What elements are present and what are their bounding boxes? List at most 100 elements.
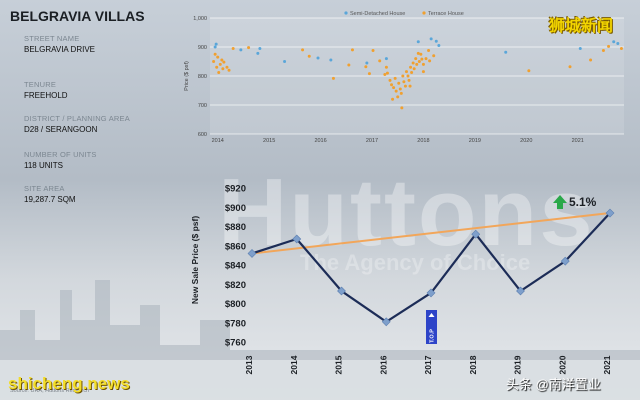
y-tick-label: 1,000 xyxy=(193,16,207,22)
x-tick-label: 2020 xyxy=(557,355,567,374)
scatter-point xyxy=(227,68,231,72)
scatter-point xyxy=(504,50,508,54)
scatter-point xyxy=(427,48,431,52)
scatter-point xyxy=(417,60,421,63)
scatter-point xyxy=(437,44,441,48)
brand-logo-cn: 狮城新闻 xyxy=(549,18,614,35)
scatter-point xyxy=(406,74,410,78)
x-tick-label: 2016 xyxy=(314,138,326,144)
detail-value: FREEHOLD xyxy=(24,91,68,100)
y-tick-label: 800 xyxy=(198,74,207,80)
detail-item: STREET NAME BELGRAVIA DRIVE xyxy=(24,34,95,54)
scatter-point xyxy=(221,67,225,71)
y-tick-label: $900 xyxy=(225,203,246,214)
scatter-point xyxy=(408,84,412,88)
scatter-point xyxy=(398,87,402,91)
scatter-point xyxy=(400,106,404,110)
x-tick-label: 2018 xyxy=(417,138,429,144)
trend-line xyxy=(251,212,611,255)
y-tick-label: 900 xyxy=(198,45,207,51)
scatter-point xyxy=(429,37,433,41)
scatter-point xyxy=(428,59,432,63)
y-tick-label: 600 xyxy=(198,132,207,138)
scatter-point xyxy=(415,62,419,66)
source-note: Source: URA, Huttons Research xyxy=(10,388,90,394)
scatter-point xyxy=(367,72,371,76)
scatter-point xyxy=(407,78,411,82)
scatter-point xyxy=(403,84,407,88)
scatter-point xyxy=(390,83,394,87)
scatter-point xyxy=(404,70,408,74)
scatter-point xyxy=(212,60,216,63)
scatter-point xyxy=(601,48,605,52)
scatter-point xyxy=(432,54,436,58)
brand-watermark-site: shicheng.news xyxy=(8,374,130,393)
scatter-point xyxy=(391,97,395,101)
y-tick-label: $880 xyxy=(225,222,246,233)
scatter-point xyxy=(397,81,401,85)
detail-value: BELGRAVIA DRIVE xyxy=(24,45,95,54)
x-tick-label: 2013 xyxy=(244,355,254,374)
scatter-point xyxy=(316,56,320,60)
top-arrow-icon xyxy=(428,313,435,317)
legend-label: Terrace House xyxy=(428,11,464,17)
scatter-point xyxy=(215,65,219,69)
scatter-point xyxy=(568,65,572,69)
y-tick-label: $920 xyxy=(225,184,246,195)
y-axis-label: Price ($ psf) xyxy=(184,61,190,91)
x-tick-label: 2017 xyxy=(423,355,433,374)
scatter-point xyxy=(217,71,221,75)
detail-label: STREET NAME xyxy=(24,34,80,43)
scatter-point xyxy=(421,62,425,66)
scatter-point xyxy=(371,48,375,52)
scatter-point xyxy=(258,46,262,50)
data-point-marker xyxy=(605,208,615,218)
up-arrow-icon xyxy=(553,195,567,210)
scatter-point xyxy=(402,80,406,84)
project-title: BELGRAVIA VILLAS xyxy=(10,8,145,24)
scatter-point xyxy=(231,46,235,50)
scatter-point xyxy=(385,71,389,75)
scatter-point xyxy=(421,70,425,74)
detail-item: NUMBER OF UNITS 118 UNITS xyxy=(24,150,97,170)
scatter-point xyxy=(384,65,388,69)
y-tick-label: 700 xyxy=(198,103,207,109)
price-line xyxy=(251,212,611,324)
detail-label: SITE AREA xyxy=(24,184,65,193)
scatter-point xyxy=(388,78,392,82)
data-point-marker xyxy=(516,286,525,296)
x-tick-label: 2016 xyxy=(378,355,388,374)
city-skyline-backdrop xyxy=(0,280,640,400)
growth-label: 5.1% xyxy=(569,195,597,209)
x-tick-label: 2019 xyxy=(469,138,481,144)
huttons-watermark: Huttons xyxy=(218,159,595,266)
scatter-point xyxy=(416,40,420,44)
scatter-point xyxy=(214,42,218,46)
data-point-marker xyxy=(381,317,391,327)
detail-value: D28 / SERANGOON xyxy=(24,125,98,134)
scatter-point xyxy=(410,71,414,75)
scatter-point xyxy=(434,39,438,43)
x-tick-label: 2015 xyxy=(334,355,344,374)
scatter-point xyxy=(393,76,397,80)
scatter-point xyxy=(399,91,403,95)
x-tick-label: 2021 xyxy=(602,355,612,374)
scatter-point xyxy=(419,52,423,56)
y-tick-label: $840 xyxy=(225,261,246,272)
scatter-point xyxy=(420,57,424,61)
transaction-scatter-chart: 600 700 800 900 1,000 Price ($ psf) 2014 2015 20… xyxy=(184,11,624,144)
scatter-point xyxy=(347,63,351,67)
scatter-point xyxy=(527,69,531,73)
x-tick-label: 2020 xyxy=(520,138,532,144)
brand-watermark-account: 头条 @南洋置业 xyxy=(506,377,601,392)
x-tick-label: 2014 xyxy=(289,355,299,374)
scatter-point xyxy=(612,40,616,44)
scatter-point xyxy=(424,57,428,61)
scatter-point xyxy=(301,48,305,52)
scatter-point xyxy=(412,67,416,71)
scatter-point xyxy=(416,51,420,55)
detail-value: 118 UNITS xyxy=(24,161,63,170)
data-point-marker xyxy=(426,288,436,298)
detail-value: 19,287.7 SQM xyxy=(24,195,76,204)
scatter-point xyxy=(394,89,398,93)
